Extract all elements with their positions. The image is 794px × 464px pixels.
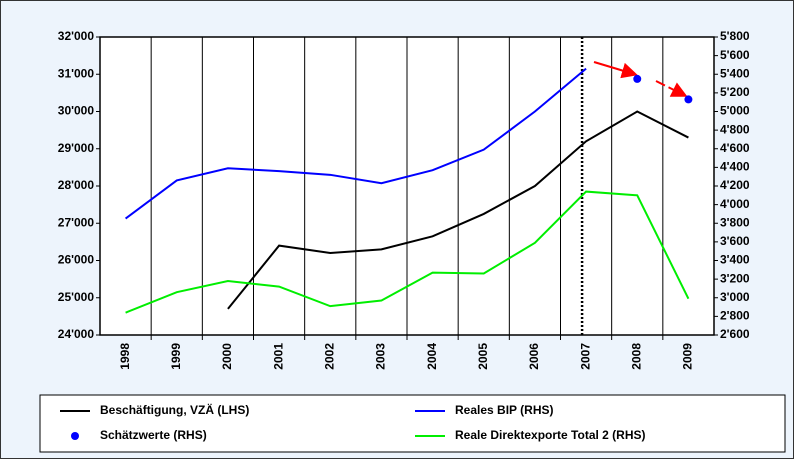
plot-border: [99, 36, 715, 336]
y2-tick-label: 2'600: [720, 327, 750, 341]
x-tick-label: 2004: [425, 343, 439, 370]
legend-marker: [71, 432, 79, 440]
y2-tick-label: 5'400: [720, 66, 750, 80]
y2-tick-label: 3'800: [720, 215, 750, 229]
series-line: [124, 67, 587, 220]
x-tick-label: 2007: [578, 343, 592, 370]
y-tick-label: 26'000: [58, 253, 95, 267]
y2-tick-label: 5'800: [720, 29, 750, 43]
y-tick-label: 25'000: [58, 290, 95, 304]
y2-tick-label: 5'600: [720, 48, 750, 62]
y2-tick-label: 5'200: [720, 85, 750, 99]
x-tick-label: 2000: [220, 343, 234, 370]
y2-tick-label: 3'400: [720, 253, 750, 267]
estimate-marker: [633, 74, 642, 83]
y-tick-label: 31'000: [58, 66, 95, 80]
series-line: [227, 110, 689, 310]
x-tick-label: 2009: [681, 343, 695, 370]
series-line: [125, 190, 690, 314]
legend-label: Schätzwerte (RHS): [100, 428, 207, 442]
y2-tick-label: 3'000: [720, 290, 750, 304]
legend-box: [39, 394, 786, 453]
y-tick-label: 30'000: [58, 104, 95, 118]
y2-tick-label: 3'200: [720, 271, 750, 285]
x-tick-label: 2002: [322, 343, 336, 370]
x-tick-label: 2001: [271, 343, 285, 370]
arrow: [593, 61, 638, 79]
legend-label: Beschäftigung, VZÄ (LHS): [100, 402, 249, 417]
y-tick-label: 29'000: [58, 141, 95, 155]
y-tick-label: 32'000: [58, 29, 95, 43]
arrow: [655, 80, 688, 97]
legend-label: Reales BIP (RHS): [455, 403, 553, 417]
y-tick-label: 27'000: [58, 215, 95, 229]
x-tick-label: 2005: [476, 343, 490, 370]
x-tick-label: 1998: [118, 343, 132, 370]
x-tick-label: 2006: [527, 343, 541, 370]
x-tick-label: 1999: [169, 343, 183, 370]
estimate-marker: [684, 95, 693, 104]
y2-tick-label: 4'000: [720, 197, 750, 211]
legend-label: Reale Direktexporte Total 2 (RHS): [455, 428, 646, 442]
y2-tick-label: 3'600: [720, 234, 750, 248]
y-tick-label: 24'000: [58, 327, 95, 341]
y2-tick-label: 4'800: [720, 122, 750, 136]
y2-tick-label: 5'000: [720, 104, 750, 118]
x-tick-label: 2003: [374, 343, 388, 370]
y2-tick-label: 2'800: [720, 309, 750, 323]
y2-tick-label: 4'400: [720, 160, 750, 174]
y2-tick-label: 4'200: [720, 178, 750, 192]
x-tick-label: 2008: [629, 343, 643, 370]
y2-tick-label: 4'600: [720, 141, 750, 155]
y-tick-label: 28'000: [58, 178, 95, 192]
